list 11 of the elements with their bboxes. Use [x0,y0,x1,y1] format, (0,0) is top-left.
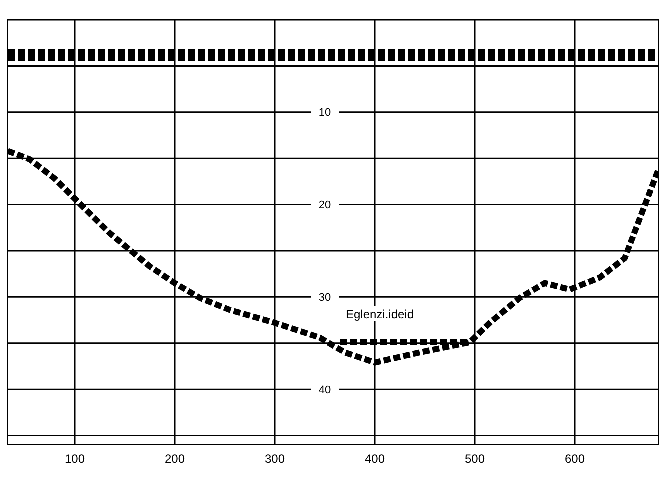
y-tick-label: 40 [318,384,332,396]
x-tick-label: 500 [464,452,486,466]
y-tick-label: 10 [318,107,332,120]
x-tick-label: 200 [164,452,186,466]
annotation: Eglenzi.ideid [346,307,414,322]
x-tick-label: 600 [564,452,586,466]
y-tick-label: 30 [318,292,332,304]
x-tick-label: 100 [64,452,86,466]
x-tick-label: 400 [364,452,386,466]
x-tick-label: 300 [264,452,286,466]
y-tick-label: 20 [318,200,332,212]
